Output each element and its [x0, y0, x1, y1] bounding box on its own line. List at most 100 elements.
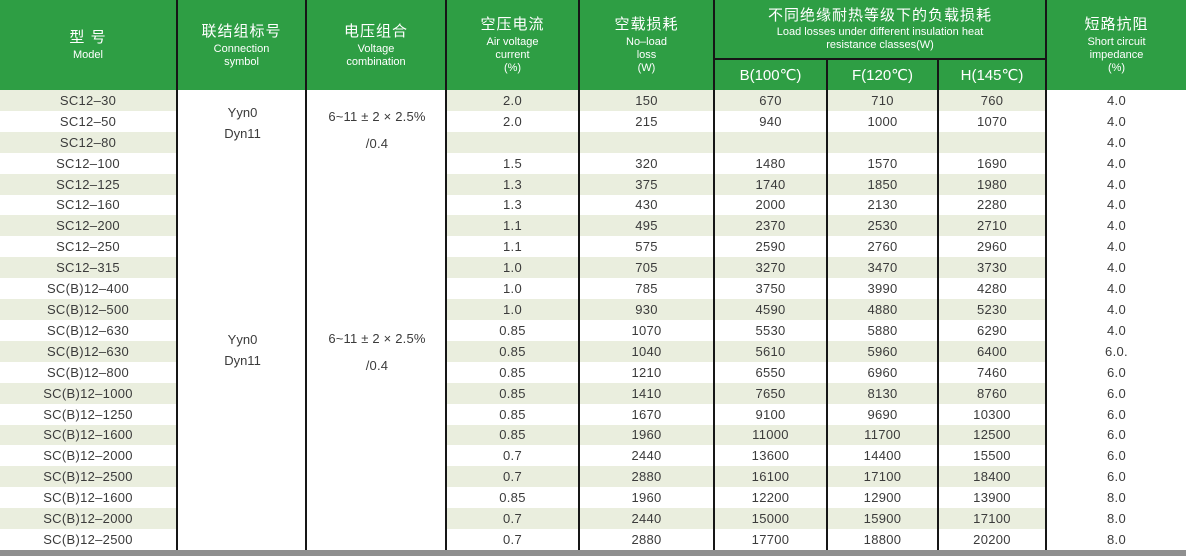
- cell-load-loss-h: 4280: [939, 278, 1047, 300]
- cell-no-load-loss: 930: [580, 299, 715, 320]
- cell-load-loss-h: 10300: [939, 403, 1047, 425]
- cell-impedance: 8.0: [1047, 508, 1186, 530]
- cell-no-load-loss: 785: [580, 278, 715, 300]
- header-impedance-zh: 短路抗阻: [1084, 16, 1149, 33]
- cell-voltage-combination: [307, 299, 447, 320]
- cell-load-loss-h: 3730: [939, 257, 1047, 279]
- cell-voltage-combination: [307, 110, 447, 132]
- cell-air-current: 2.0: [447, 90, 580, 111]
- table-row: SC(B)12–630 0.85 1070 5530 5880 6290 4.0: [0, 319, 1186, 341]
- cell-load-loss-h: 8760: [939, 382, 1047, 404]
- cell-load-loss-f: 1000: [828, 110, 939, 132]
- cell-no-load-loss: [580, 131, 715, 153]
- header-load-losses-zh: 不同绝缘耐热等级下的负载损耗: [767, 7, 992, 24]
- cell-load-loss-f: 2130: [828, 194, 939, 216]
- cell-load-loss-b: [715, 131, 828, 153]
- cell-no-load-loss: 320: [580, 152, 715, 174]
- cell-load-loss-b: 2370: [715, 215, 828, 237]
- cell-voltage-combination: [307, 173, 447, 195]
- cell-load-loss-f: 11700: [828, 424, 939, 446]
- cell-no-load-loss: 495: [580, 215, 715, 237]
- cell-model: SC12–30: [0, 90, 178, 111]
- header-voltage-en: Voltage combination: [346, 42, 406, 68]
- cell-air-current: 0.7: [447, 466, 580, 488]
- cell-load-loss-f: [828, 131, 939, 153]
- cell-load-loss-b: 1740: [715, 173, 828, 195]
- cell-air-current: 1.0: [447, 257, 580, 279]
- cell-air-current: 0.85: [447, 361, 580, 383]
- cell-no-load-loss: 2440: [580, 508, 715, 530]
- header-connection-symbol: 联结组标号 Connection symbol: [178, 0, 307, 90]
- cell-voltage-combination: [307, 466, 447, 488]
- table-row: SC(B)12–400 1.0 785 3750 3990 4280 4.0: [0, 278, 1186, 300]
- header-class-f: F(120℃): [828, 60, 939, 90]
- cell-voltage-combination: [307, 403, 447, 425]
- cell-load-loss-h: 760: [939, 90, 1047, 111]
- header-no-load-en: No–load loss (W): [626, 36, 667, 74]
- cell-impedance: 4.0: [1047, 173, 1186, 195]
- cell-load-loss-f: 12900: [828, 487, 939, 509]
- header-load-losses-en: Load losses under different insulation h…: [776, 26, 984, 51]
- table-bottom-border: [0, 550, 1186, 556]
- cell-load-loss-b: 5610: [715, 340, 828, 362]
- cell-load-loss-f: 2530: [828, 215, 939, 237]
- table-header: 型 号 Model 联结组标号 Connection symbol 电压组合 V…: [0, 0, 1186, 90]
- cell-connection-symbol: [178, 319, 307, 341]
- cell-no-load-loss: 1960: [580, 424, 715, 446]
- header-air-current-zh: 空压电流: [480, 16, 545, 33]
- cell-connection-symbol: [178, 90, 307, 111]
- cell-no-load-loss: 150: [580, 90, 715, 111]
- cell-impedance: 4.0: [1047, 131, 1186, 153]
- cell-load-loss-b: 670: [715, 90, 828, 111]
- cell-voltage-combination: [307, 361, 447, 383]
- cell-load-loss-f: 15900: [828, 508, 939, 530]
- cell-impedance: 6.0: [1047, 403, 1186, 425]
- cell-load-loss-h: 5230: [939, 299, 1047, 320]
- table-row: SC(B)12–2000 0.7 2440 13600 14400 15500 …: [0, 445, 1186, 467]
- table-row: SC(B)12–630 0.85 1040 5610 5960 6400 6.0…: [0, 340, 1186, 362]
- cell-connection-symbol: [178, 445, 307, 467]
- cell-air-current: 1.3: [447, 194, 580, 216]
- cell-connection-symbol: [178, 131, 307, 153]
- cell-no-load-loss: 1070: [580, 319, 715, 341]
- cell-connection-symbol: [178, 236, 307, 258]
- cell-load-loss-b: 16100: [715, 466, 828, 488]
- cell-load-loss-f: 9690: [828, 403, 939, 425]
- cell-connection-symbol: [178, 466, 307, 488]
- cell-load-loss-b: 940: [715, 110, 828, 132]
- header-model-zh: 型 号: [69, 29, 107, 46]
- cell-load-loss-f: 3990: [828, 278, 939, 300]
- cell-voltage-combination: [307, 131, 447, 153]
- cell-connection-symbol: [178, 278, 307, 300]
- header-no-load-loss: 空载损耗 No–load loss (W): [580, 0, 715, 90]
- table-row: SC12–30 2.0 150 670 710 760 4.0: [0, 90, 1186, 111]
- header-class-h: H(145℃): [960, 67, 1024, 84]
- cell-impedance: 4.0: [1047, 236, 1186, 258]
- cell-no-load-loss: 1210: [580, 361, 715, 383]
- cell-impedance: 4.0: [1047, 215, 1186, 237]
- cell-air-current: 0.85: [447, 487, 580, 509]
- header-short-circuit-impedance: 短路抗阻 Short circuit impedance (%): [1047, 0, 1186, 90]
- table-row: SC(B)12–800 0.85 1210 6550 6960 7460 6.0: [0, 361, 1186, 383]
- cell-no-load-loss: 1670: [580, 403, 715, 425]
- cell-voltage-combination: [307, 215, 447, 237]
- cell-load-loss-b: 2590: [715, 236, 828, 258]
- cell-impedance: 4.0: [1047, 299, 1186, 320]
- cell-load-loss-b: 6550: [715, 361, 828, 383]
- cell-connection-symbol: [178, 487, 307, 509]
- cell-model: SC12–125: [0, 173, 178, 195]
- cell-air-current: [447, 131, 580, 153]
- header-model: 型 号 Model: [0, 0, 178, 90]
- cell-model: SC12–315: [0, 257, 178, 279]
- header-impedance-en: Short circuit impedance (%): [1087, 36, 1146, 74]
- cell-model: SC(B)12–2500: [0, 466, 178, 488]
- cell-load-loss-h: 17100: [939, 508, 1047, 530]
- cell-connection-symbol: [178, 403, 307, 425]
- table-row: SC12–125 1.3 375 1740 1850 1980 4.0: [0, 173, 1186, 195]
- cell-load-loss-h: 2280: [939, 194, 1047, 216]
- cell-load-loss-h: 20200: [939, 529, 1047, 550]
- cell-load-loss-f: 2760: [828, 236, 939, 258]
- cell-voltage-combination: [307, 194, 447, 216]
- cell-load-loss-f: 1570: [828, 152, 939, 174]
